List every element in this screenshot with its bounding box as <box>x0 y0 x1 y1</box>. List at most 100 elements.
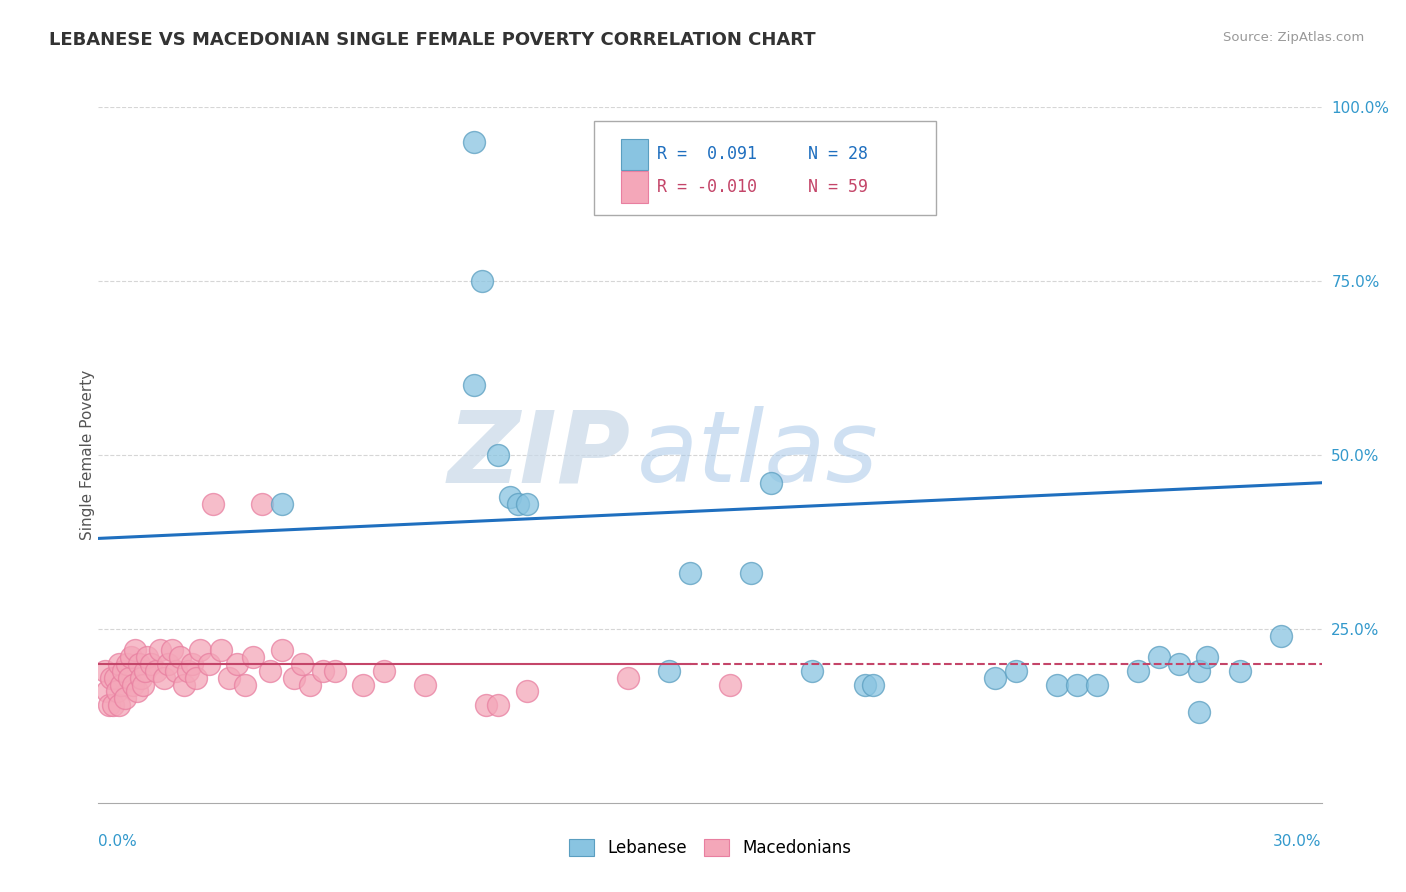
Point <box>299 677 322 691</box>
Point <box>463 378 485 392</box>
Point <box>218 671 240 685</box>
Point <box>197 657 219 671</box>
Point <box>1188 706 1211 720</box>
Point <box>129 671 152 685</box>
Point <box>1167 657 1189 671</box>
Point <box>181 657 204 671</box>
Point <box>114 691 136 706</box>
Point <box>96 684 118 698</box>
Point <box>97 698 120 713</box>
Point <box>188 642 212 657</box>
Point <box>984 671 1007 685</box>
Point <box>110 677 132 691</box>
Point <box>105 684 128 698</box>
Point <box>128 657 150 671</box>
Point <box>177 664 200 678</box>
Point <box>658 664 681 678</box>
Point <box>617 671 640 685</box>
Point <box>323 664 346 678</box>
Point <box>115 657 138 671</box>
Point <box>132 677 155 691</box>
Point <box>759 475 782 490</box>
Point <box>312 664 335 678</box>
Point <box>679 566 702 581</box>
Point <box>233 677 256 691</box>
Point <box>1066 677 1088 691</box>
Point <box>169 649 191 664</box>
Point <box>1147 649 1170 664</box>
Text: 30.0%: 30.0% <box>1274 834 1322 849</box>
Text: LEBANESE VS MACEDONIAN SINGLE FEMALE POVERTY CORRELATION CHART: LEBANESE VS MACEDONIAN SINGLE FEMALE POV… <box>49 31 815 49</box>
Point <box>1128 664 1150 678</box>
Point <box>108 698 131 713</box>
Point <box>259 664 281 678</box>
Text: R =  0.091: R = 0.091 <box>658 145 758 163</box>
Point <box>373 664 395 678</box>
Y-axis label: Single Female Poverty: Single Female Poverty <box>80 370 94 540</box>
Point <box>93 664 115 678</box>
Point <box>1188 664 1211 678</box>
Point <box>853 677 876 691</box>
Point <box>1229 664 1251 678</box>
Legend: Lebanese, Macedonians: Lebanese, Macedonians <box>562 832 858 864</box>
Text: N = 28: N = 28 <box>808 145 868 163</box>
Text: ZIP: ZIP <box>447 407 630 503</box>
FancyBboxPatch shape <box>620 171 648 202</box>
Point <box>283 671 305 685</box>
Point <box>486 698 509 713</box>
Point <box>862 677 884 691</box>
Point <box>250 497 273 511</box>
Text: atlas: atlas <box>637 407 879 503</box>
Point <box>1085 677 1108 691</box>
Point <box>718 677 742 691</box>
Point <box>134 664 156 678</box>
Point <box>149 642 172 657</box>
Point <box>463 135 485 149</box>
FancyBboxPatch shape <box>593 121 936 215</box>
Text: 0.0%: 0.0% <box>98 834 138 849</box>
Point <box>111 664 134 678</box>
Point <box>141 657 163 671</box>
Point <box>1004 664 1026 678</box>
FancyBboxPatch shape <box>620 138 648 170</box>
Point <box>165 664 187 678</box>
Point <box>152 671 174 685</box>
Point <box>145 664 167 678</box>
Point <box>508 497 530 511</box>
Text: N = 59: N = 59 <box>808 178 868 196</box>
Point <box>801 664 824 678</box>
Point <box>474 698 498 713</box>
Point <box>226 657 249 671</box>
Point <box>186 671 208 685</box>
Point <box>499 490 522 504</box>
Point <box>291 657 314 671</box>
Point <box>516 684 538 698</box>
Point <box>1197 649 1219 664</box>
Point <box>101 698 124 713</box>
Point <box>352 677 374 691</box>
Point <box>124 642 146 657</box>
Point <box>1270 629 1292 643</box>
Point <box>160 642 183 657</box>
Point <box>118 671 141 685</box>
Point <box>740 566 762 581</box>
Point <box>471 274 494 288</box>
Point <box>516 497 538 511</box>
Point <box>156 657 179 671</box>
Point <box>242 649 264 664</box>
Point <box>127 684 149 698</box>
Point <box>413 677 436 691</box>
Point <box>136 649 159 664</box>
Point <box>104 671 127 685</box>
Point <box>270 497 294 511</box>
Point <box>100 671 122 685</box>
Text: Source: ZipAtlas.com: Source: ZipAtlas.com <box>1223 31 1364 45</box>
Point <box>120 649 142 664</box>
Point <box>209 642 232 657</box>
Point <box>1045 677 1069 691</box>
Point <box>201 497 224 511</box>
Point <box>270 642 294 657</box>
Point <box>108 657 131 671</box>
Text: R = -0.010: R = -0.010 <box>658 178 758 196</box>
Point <box>486 448 509 462</box>
